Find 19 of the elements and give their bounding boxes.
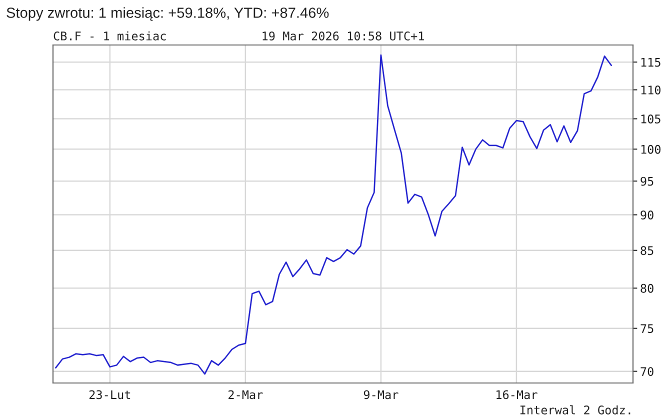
y-tick-label: 90 [640, 210, 654, 220]
x-tick-label: 23-Lut [89, 390, 130, 400]
y-tick-label: 85 [640, 246, 654, 256]
text: 19 Mar 2026 10:58 UTC+1 [262, 32, 424, 40]
y-tick-label: 75 [640, 324, 654, 334]
text: Interwal 2 Godz. [520, 405, 630, 414]
line-series [55, 54, 612, 375]
x-tick-label: 9-Mar [364, 390, 398, 400]
y-tick-label: 100 [641, 144, 660, 154]
chart-subtitle: CB.F - 1 miesiac [54, 31, 166, 40]
y-tick-label: 95 [640, 176, 654, 186]
x-tick-label: 2-Mar [228, 390, 263, 400]
y-tick-label: 80 [640, 284, 654, 293]
x-tick-label: 16-Mar [496, 390, 538, 400]
chart-title: Stopy zwrotu: 1 miesiąc: +59.18%, YTD: +87.46% [6, 7, 329, 21]
y-tick-label: 110 [641, 86, 660, 94]
y-tick-label: 115 [641, 58, 660, 67]
y-tick-label: 105 [641, 114, 660, 124]
y-tick-label: 70 [640, 367, 654, 376]
